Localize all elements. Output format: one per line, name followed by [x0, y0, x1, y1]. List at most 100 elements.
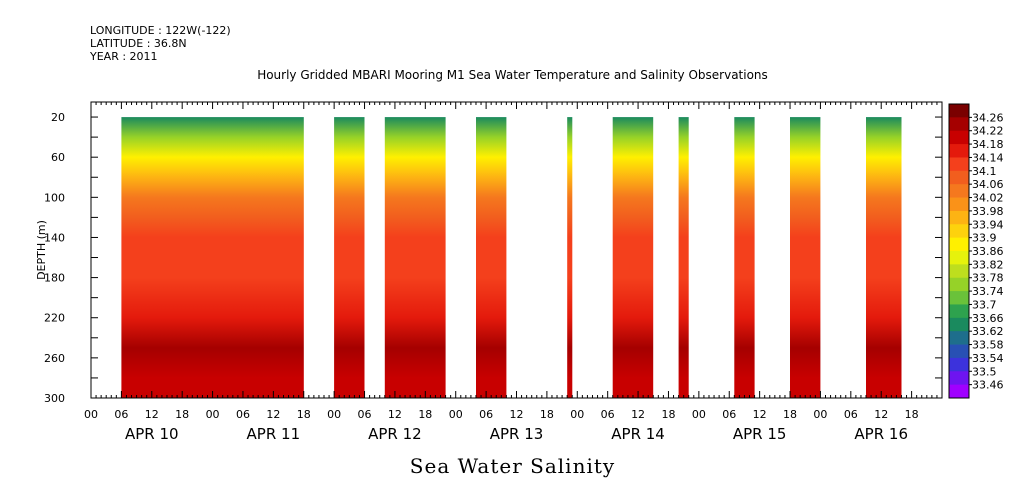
x-tick-label: 18: [297, 408, 311, 421]
color-scale-label: 34.14: [972, 151, 1004, 164]
x-tick-label: 12: [145, 408, 159, 421]
x-day-label: APR 14: [611, 425, 665, 443]
data-segment-7: [678, 117, 689, 398]
color-scale-label: 34.22: [972, 125, 1004, 138]
color-scale-label: 33.98: [972, 205, 1004, 218]
color-scale-label: 34.02: [972, 192, 1004, 205]
y-tick-label: 100: [44, 191, 65, 204]
color-scale-label: 34.1: [972, 165, 997, 178]
x-tick-label: 18: [418, 408, 432, 421]
x-tick-label: 06: [479, 408, 493, 421]
color-scale-label: 33.46: [972, 379, 1004, 392]
color-scale-label: 33.58: [972, 339, 1004, 352]
color-swatch: [949, 371, 969, 386]
x-tick-label: 00: [206, 408, 220, 421]
y-tick-label: 140: [44, 231, 65, 244]
data-segment-5: [567, 117, 573, 398]
color-swatch: [949, 331, 969, 345]
color-scale-label: 33.82: [972, 258, 1004, 271]
color-scale-label: 33.62: [972, 325, 1004, 338]
y-tick-label: 180: [44, 272, 65, 285]
color-scale-label: 33.74: [972, 285, 1004, 298]
y-tick-label: 260: [44, 352, 65, 365]
data-segment-4: [476, 117, 507, 398]
data-segment-3: [384, 117, 446, 398]
data-segment-10: [866, 117, 902, 398]
x-tick-label: 12: [753, 408, 767, 421]
year-label: YEAR : 2011: [90, 50, 158, 63]
y-axis-label: DEPTH (m): [35, 220, 48, 280]
color-swatch: [949, 157, 969, 172]
x-tick-label: 12: [874, 408, 888, 421]
x-tick-label: 18: [905, 408, 919, 421]
color-scale-label: 33.94: [972, 218, 1004, 231]
color-swatch: [949, 184, 969, 198]
x-tick-label: 00: [84, 408, 98, 421]
x-tick-label: 00: [570, 408, 584, 421]
color-swatch: [949, 104, 969, 118]
x-tick-label: 18: [661, 408, 675, 421]
color-swatch: [949, 197, 969, 212]
x-tick-label: 12: [266, 408, 280, 421]
x-tick-label: 06: [236, 408, 250, 421]
x-day-label: APR 11: [247, 425, 301, 443]
color-swatch: [949, 237, 969, 252]
color-swatch: [949, 264, 969, 279]
data-segment-6: [612, 117, 654, 398]
longitude-label: LONGITUDE : 122W(-122): [90, 24, 231, 37]
color-scale-label: 33.66: [972, 312, 1004, 325]
color-swatch: [949, 144, 969, 158]
color-swatch: [949, 224, 969, 239]
x-tick-label: 06: [358, 408, 372, 421]
color-scale-label: 33.7: [972, 298, 997, 311]
x-tick-label: 12: [510, 408, 524, 421]
x-tick-label: 06: [722, 408, 736, 421]
y-tick-label: 60: [51, 151, 65, 164]
chart-title: Hourly Gridded MBARI Mooring M1 Sea Wate…: [257, 68, 768, 82]
color-swatch: [949, 384, 969, 399]
color-swatch: [949, 344, 969, 359]
color-swatch: [949, 291, 969, 305]
variable-title: Sea Water Salinity: [409, 454, 616, 478]
x-tick-label: 00: [813, 408, 827, 421]
plot-area: [121, 117, 902, 398]
x-day-label: APR 16: [854, 425, 908, 443]
color-scale-label: 33.86: [972, 245, 1004, 258]
x-day-label: APR 15: [733, 425, 787, 443]
x-tick-label: 18: [783, 408, 797, 421]
metadata-block: LONGITUDE : 122W(-122) LATITUDE : 36.8N …: [90, 24, 231, 63]
x-day-label: APR 13: [490, 425, 544, 443]
color-swatch: [949, 130, 969, 145]
x-tick-label: 12: [631, 408, 645, 421]
latitude-label: LATITUDE : 36.8N: [90, 37, 187, 50]
color-swatch: [949, 357, 969, 372]
x-tick-label: 00: [327, 408, 341, 421]
x-tick-label: 00: [449, 408, 463, 421]
color-swatch: [949, 210, 969, 225]
color-scale-label: 33.78: [972, 272, 1004, 285]
x-tick-label: 18: [540, 408, 554, 421]
color-scale-label: 33.5: [972, 365, 997, 378]
data-segment-8: [734, 117, 755, 398]
y-tick-label: 220: [44, 312, 65, 325]
x-tick-label: 06: [844, 408, 858, 421]
data-segment-2: [334, 117, 365, 398]
color-swatch: [949, 251, 969, 265]
axes: 20 60 100 140 180 220 260 300 DEPTH (m) 00 06 12 18 0…: [35, 101, 943, 443]
color-swatch: [949, 277, 969, 292]
color-scale-label: 34.26: [972, 111, 1004, 124]
color-scale-label: 34.06: [972, 178, 1004, 191]
x-tick-label: 06: [601, 408, 615, 421]
color-swatch: [949, 117, 969, 132]
color-swatch: [949, 170, 969, 185]
color-scale-label: 34.18: [972, 138, 1004, 151]
x-day-label: APR 12: [368, 425, 422, 443]
x-tick-label: 12: [388, 408, 402, 421]
color-scale-label: 33.9: [972, 232, 997, 245]
color-scale-label: 33.54: [972, 352, 1004, 365]
y-tick-label: 20: [51, 111, 65, 124]
x-day-label: APR 10: [125, 425, 179, 443]
color-swatch: [949, 317, 969, 332]
x-tick-label: 00: [692, 408, 706, 421]
